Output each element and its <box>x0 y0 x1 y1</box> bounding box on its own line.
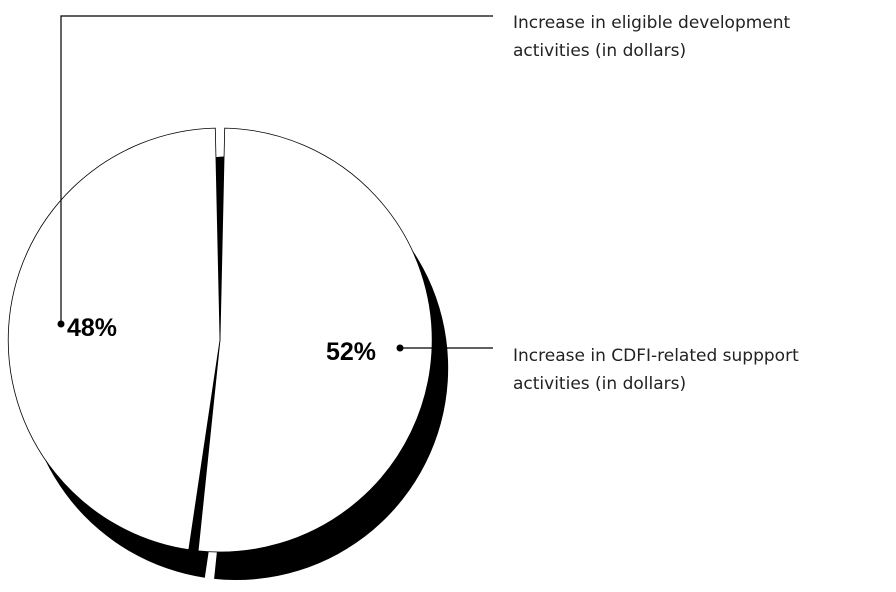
leader-line-eligible <box>60 15 493 324</box>
slice-cdfi <box>197 127 433 553</box>
leader-lines <box>57 15 493 352</box>
leader-line-eligible-dot <box>57 320 65 328</box>
slice-value-label-eligible: 48% <box>67 314 117 342</box>
leader-line-cdfi-dot <box>396 344 404 352</box>
legend-label-cdfi-line-2: activities (in dollars) <box>513 374 686 394</box>
slice-value-label-cdfi: 52% <box>326 338 376 366</box>
legend-label-eligible-line-2: activities (in dollars) <box>513 41 686 61</box>
legend-label-eligible-line-1: Increase in eligible development <box>513 13 791 33</box>
legend-label-cdfi-line-1: Increase in CDFI-related suppport <box>513 346 799 366</box>
